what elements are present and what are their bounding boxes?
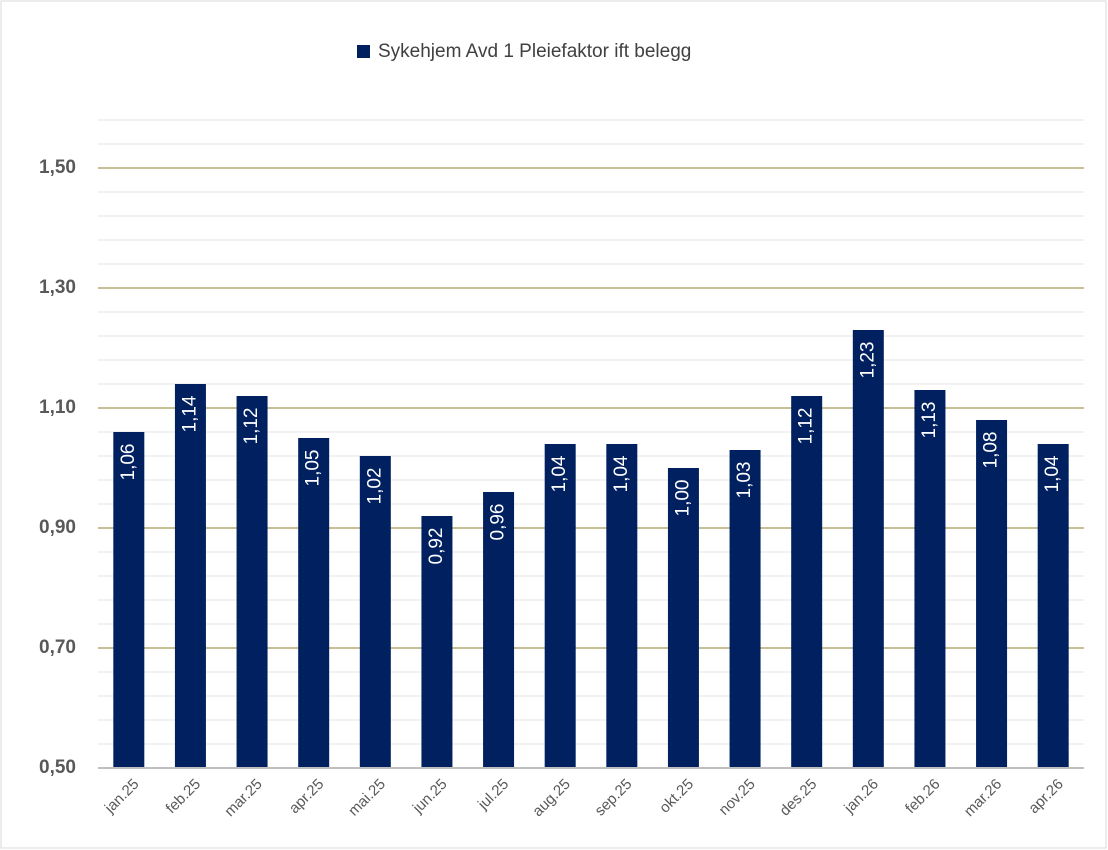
data-label: 1,06 xyxy=(118,444,139,481)
bar xyxy=(914,390,946,768)
y-tick-label: 0,90 xyxy=(39,517,76,538)
bar xyxy=(113,432,145,768)
bar xyxy=(483,492,515,768)
data-label: 1,05 xyxy=(303,450,324,487)
bar xyxy=(791,396,823,768)
data-label: 1,04 xyxy=(549,455,570,492)
bar xyxy=(606,444,638,768)
legend-label: Sykehjem Avd 1 Pleiefaktor ift belegg xyxy=(378,41,691,62)
y-tick-label: 1,50 xyxy=(39,157,76,178)
legend-swatch xyxy=(357,45,370,58)
data-label: 1,04 xyxy=(611,455,632,492)
data-label: 0,96 xyxy=(488,504,509,541)
data-label: 1,08 xyxy=(981,432,1002,469)
data-label: 1,14 xyxy=(179,395,200,432)
y-tick-label: 0,70 xyxy=(39,637,76,658)
data-label: 1,12 xyxy=(796,408,817,445)
bar xyxy=(359,456,391,768)
bar xyxy=(174,384,206,768)
bar xyxy=(544,444,576,768)
bar xyxy=(976,420,1008,768)
data-label: 0,92 xyxy=(426,528,447,565)
data-label: 1,04 xyxy=(1042,455,1063,492)
bar xyxy=(1037,444,1069,768)
data-label: 1,02 xyxy=(364,468,385,505)
bar xyxy=(298,438,330,768)
bar xyxy=(852,330,884,768)
data-label: 1,23 xyxy=(857,342,878,379)
y-tick-label: 0,50 xyxy=(39,757,76,778)
y-tick-label: 1,10 xyxy=(39,397,76,418)
data-label: 1,03 xyxy=(734,462,755,499)
data-label: 1,00 xyxy=(672,480,693,517)
bar xyxy=(729,450,761,768)
data-label: 1,12 xyxy=(241,408,262,445)
y-tick-label: 1,30 xyxy=(39,277,76,298)
bar xyxy=(667,468,699,768)
bar xyxy=(236,396,268,768)
bar xyxy=(421,516,453,768)
data-label: 1,13 xyxy=(919,402,940,439)
